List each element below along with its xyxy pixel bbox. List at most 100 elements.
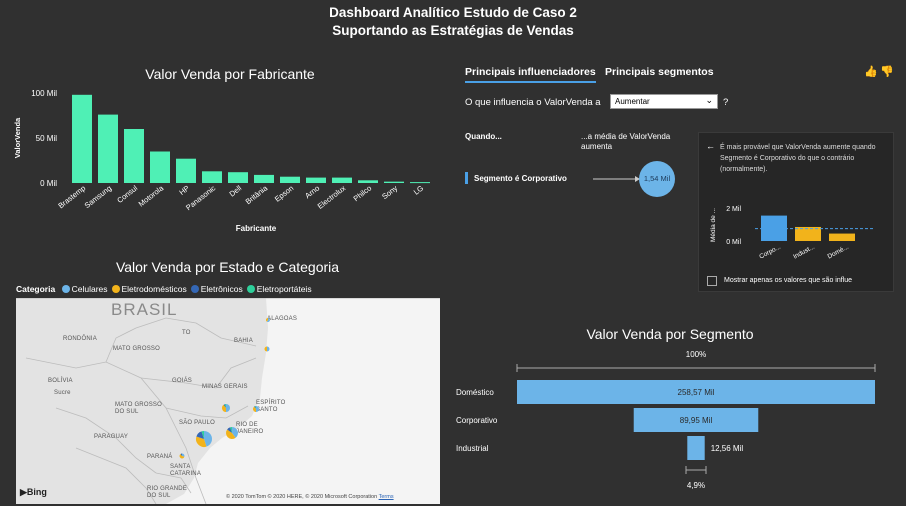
legend-dot: [111, 285, 120, 293]
pie-slice: [195, 436, 207, 447]
map-place-label: PARANÁ: [147, 454, 173, 460]
back-arrow-icon[interactable]: ←: [706, 141, 715, 151]
funnel-category-label: Corporativo: [456, 416, 498, 425]
bing-logo: ▶Bing: [20, 487, 47, 498]
tab-principais-influenciadores[interactable]: Principais influenciadores: [465, 66, 596, 83]
detail-x-tick: Corpo...: [758, 243, 782, 260]
factor-selection-marker: [465, 172, 468, 184]
legend-dot: [190, 285, 199, 293]
show-influencing-checkbox[interactable]: [707, 276, 717, 286]
x-tick-label: Arno: [303, 183, 321, 200]
detail-bar-chart[interactable]: 2 Mil 0 Mil Média de ... Corpo... Indust... D…: [703, 193, 893, 271]
y-tick-label: 0 Mil: [40, 179, 57, 188]
legend-item[interactable]: Eletrodomésticos: [121, 284, 187, 294]
legend-item[interactable]: Celulares: [71, 284, 108, 294]
pie-slice: [204, 431, 213, 447]
state-pie-marker[interactable]: [221, 404, 230, 412]
map-country-label: BRASIL: [111, 300, 178, 319]
pie-slice: [227, 427, 232, 433]
bar-electrolux[interactable]: [332, 177, 352, 183]
bar-hp[interactable]: [176, 158, 196, 183]
map-place-label: PARAGUAY: [94, 434, 129, 440]
detail-bar[interactable]: [829, 233, 855, 241]
map-place-label: RIO GRANDE DO SUL: [147, 486, 188, 499]
pie-slice: [223, 404, 226, 408]
x-axis-label: Fabricante: [236, 224, 277, 233]
map-place-label: SÃO PAULO: [179, 420, 216, 426]
legend-dot: [61, 285, 70, 293]
bar-sony[interactable]: [384, 181, 404, 183]
manufacturer-chart-title: Valor Venda por Fabricante: [145, 66, 315, 82]
detail-explanation: É mais provável que ValorVenda aumente q…: [720, 144, 876, 173]
pie-slice: [226, 429, 236, 439]
state-pie-marker[interactable]: [226, 427, 238, 439]
bar-panasonic[interactable]: [202, 171, 222, 183]
bar-consul[interactable]: [124, 129, 144, 183]
dashboard-title-line1: Dashboard Analítico Estudo de Caso 2: [329, 5, 577, 20]
map-place-label: GOIÁS: [172, 378, 193, 384]
funnel-bar-corporativo[interactable]: [633, 408, 759, 432]
factor-segmento-corporativo[interactable]: Segmento é Corporativo: [474, 174, 567, 183]
bar-dell[interactable]: [228, 172, 248, 183]
bar-motorola[interactable]: [150, 151, 170, 184]
pie-slice: [179, 453, 185, 459]
legend-item[interactable]: Eletrônicos: [200, 284, 243, 294]
thumbs-down-icon[interactable]: 👎: [880, 66, 894, 78]
map-place-label: ESPÍRITO SANTO: [256, 400, 286, 413]
detail-y-tick: 0 Mil: [726, 239, 741, 246]
y-tick-label: 100 Mil: [31, 89, 57, 98]
state-pie-marker[interactable]: [179, 453, 185, 459]
pie-slice: [221, 404, 226, 412]
pie-slice: [255, 406, 256, 409]
map-pie-markers[interactable]: [16, 298, 440, 504]
state-pie-marker[interactable]: [253, 406, 259, 412]
pie-slice: [266, 318, 270, 322]
x-tick-label: Philco: [352, 183, 374, 203]
detail-x-tick: Domé...: [827, 243, 851, 260]
thumbs-up-icon[interactable]: 👍: [864, 66, 878, 78]
bar-lg[interactable]: [410, 182, 430, 184]
detail-bar[interactable]: [795, 226, 821, 241]
map-chart-title: Valor Venda por Estado e Categoria: [115, 259, 340, 275]
y-tick-label: 50 Mil: [36, 134, 58, 143]
map-place-label: RONDÔNIA: [63, 336, 97, 342]
map-terms-link[interactable]: Terms: [378, 494, 394, 500]
funnel-value-label: 258,57 Mil: [678, 388, 715, 397]
segment-funnel-chart[interactable]: 100% Doméstico 258,57 Mil Corporativo 89,95 …: [450, 346, 900, 496]
tab-principais-segmentos[interactable]: Principais segmentos: [605, 66, 714, 78]
state-pie-marker[interactable]: [264, 346, 270, 352]
legend-item[interactable]: Eletroportáteis: [256, 284, 312, 294]
legend-dot: [246, 285, 255, 293]
when-label: Quando...: [465, 132, 502, 141]
map-copyright: © 2020 TomTom © 2020 HERE, © 2020 Micros…: [226, 494, 394, 500]
detail-y-tick: 2 Mil: [726, 206, 741, 213]
x-tick-label: Samsung: [83, 183, 114, 210]
pie-slice: [256, 406, 259, 412]
map-copyright-text: © 2020 TomTom © 2020 HERE, © 2020 Micros…: [226, 494, 378, 500]
x-tick-label: Britânia: [244, 183, 270, 206]
map-view[interactable]: BRASIL RONDÔNIA MATO GROSSO BOLÍVIA Sucre GO…: [16, 298, 440, 504]
bar-samsung[interactable]: [98, 114, 118, 183]
state-pie-marker[interactable]: [266, 318, 270, 322]
bar-philco[interactable]: [358, 180, 378, 183]
pie-slice: [266, 318, 268, 322]
manufacturer-bar-chart[interactable]: 100 Mil 50 Mil 0 Mil ValorVenda BrastempSams…: [0, 84, 450, 240]
map-place-label: BAHIA: [234, 338, 254, 344]
bar-arno[interactable]: [306, 177, 326, 183]
funnel-bar-industrial[interactable]: [687, 436, 705, 460]
map-place-label: MATO GROSSO DO SUL: [115, 402, 162, 415]
pie-slice: [254, 406, 256, 409]
bar-britânia[interactable]: [254, 174, 274, 183]
help-icon[interactable]: ?: [723, 97, 729, 108]
x-tick-label: LG: [412, 183, 426, 196]
bar-brastemp[interactable]: [72, 94, 92, 183]
x-tick-label: Epson: [273, 183, 295, 203]
state-pie-marker[interactable]: [195, 431, 213, 447]
detail-bar[interactable]: [761, 215, 787, 241]
map-place-label: TO: [182, 330, 191, 336]
bar-epson[interactable]: [280, 176, 300, 183]
funnel-bar-doméstico[interactable]: [517, 380, 875, 404]
influence-direction-dropdown[interactable]: Aumentar ⌄: [610, 94, 718, 109]
pie-slice: [264, 346, 267, 352]
